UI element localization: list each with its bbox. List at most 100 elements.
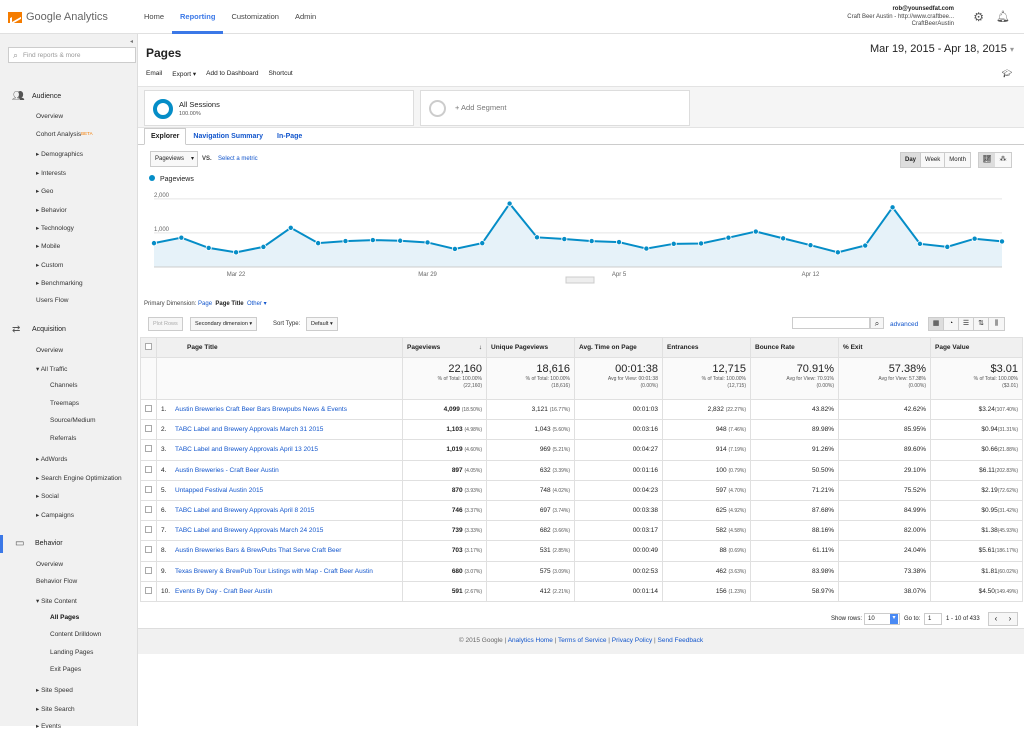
nav-treemaps[interactable]: Treemaps — [50, 400, 80, 407]
dimension-page-title[interactable]: Page Title — [215, 301, 244, 307]
sort-type-select[interactable]: Default ▾ — [306, 317, 338, 331]
period-month-button[interactable]: Month — [945, 153, 970, 167]
nav-all-pages[interactable]: All Pages — [50, 614, 80, 621]
shortcut-button[interactable]: Shortcut — [268, 70, 293, 77]
nav-events[interactable]: ▸ Events — [36, 723, 61, 730]
show-rows-select[interactable]: 10 — [864, 613, 900, 625]
prev-page-icon[interactable]: ‹ — [989, 613, 1003, 625]
nav-custom[interactable]: ▸ Custom — [36, 262, 64, 269]
add-segment-button[interactable]: + Add Segment — [420, 90, 690, 126]
nav-source-medium[interactable]: Source/Medium — [50, 417, 96, 424]
nav-campaigns[interactable]: ▸ Campaigns — [36, 512, 74, 519]
page-title-link[interactable]: TABC Label and Brewery Approvals March 3… — [175, 426, 324, 434]
nav-cohort-analysis[interactable]: Cohort AnalysisBETA — [36, 131, 93, 138]
page-title-link[interactable]: TABC Label and Brewery Approvals April 1… — [175, 446, 318, 454]
page-title-link[interactable]: TABC Label and Brewery Approvals March 2… — [175, 527, 324, 535]
table-row[interactable]: 7. TABC Label and Brewery Approvals March… — [140, 520, 1023, 542]
nav-mobile[interactable]: ▸ Mobile — [36, 243, 61, 250]
gear-icon[interactable]: ⚙ — [973, 10, 984, 24]
nav-behavior-audience[interactable]: ▸ Behavior — [36, 207, 67, 214]
col-avg-time[interactable]: Avg. Time on Page — [574, 337, 663, 358]
analytics-home-link[interactable]: Analytics Home — [507, 637, 553, 644]
section-behavior[interactable]: ▭ Behavior — [0, 535, 138, 553]
page-title-link[interactable]: Austin Breweries Craft Beer Bars Brewpub… — [175, 406, 347, 414]
account-selector[interactable]: rob@younsedfat.com Craft Beer Austin - h… — [847, 6, 954, 29]
section-acquisition[interactable]: ⇄ Acquisition — [0, 321, 138, 339]
nav-adwords[interactable]: ▸ AdWords — [36, 456, 68, 463]
nav-site-speed[interactable]: ▸ Site Speed — [36, 687, 73, 694]
row-checkbox[interactable] — [140, 439, 157, 461]
col-page-value[interactable]: Page Value — [930, 337, 1023, 358]
period-day-button[interactable]: Day — [901, 153, 922, 167]
nav-reporting[interactable]: Reporting — [172, 0, 224, 34]
page-title-link[interactable]: TABC Label and Brewery Approvals April 8… — [175, 507, 315, 515]
line-chart-icon[interactable]: 📈︎ — [979, 153, 995, 167]
plot-rows-button[interactable]: Plot Rows — [148, 317, 183, 331]
table-row[interactable]: 10. Events By Day - Craft Beer Austin 591 … — [140, 580, 1023, 602]
table-search-input[interactable] — [792, 317, 870, 329]
nav-seo[interactable]: ▸ Search Engine Optimization — [36, 475, 122, 482]
table-row[interactable]: 1. Austin Breweries Craft Beer Bars Brewp… — [140, 398, 1023, 421]
terms-link[interactable]: Terms of Service — [558, 637, 607, 644]
nav-users-flow[interactable]: Users Flow — [36, 297, 69, 304]
google-analytics-logo[interactable]: Google Analytics — [8, 11, 108, 23]
select-metric-link[interactable]: Select a metric — [218, 156, 258, 162]
add-to-dashboard-button[interactable]: Add to Dashboard — [206, 70, 259, 77]
table-row[interactable]: 6. TABC Label and Brewery Approvals April… — [140, 499, 1023, 522]
nav-technology[interactable]: ▸ Technology — [36, 225, 74, 232]
row-checkbox[interactable] — [140, 560, 157, 582]
metric-select[interactable]: Pageviews — [150, 151, 198, 167]
segment-all-sessions[interactable]: All Sessions 100.00% — [144, 90, 414, 126]
row-checkbox[interactable] — [140, 479, 157, 501]
nav-geo[interactable]: ▸ Geo — [36, 188, 54, 195]
table-row[interactable]: 5. Untapped Festival Austin 2015 870 (3.93… — [140, 479, 1023, 501]
period-week-button[interactable]: Week — [921, 153, 946, 167]
page-title-link[interactable]: Austin Breweries Bars & BrewPubs That Se… — [175, 547, 342, 555]
page-title-link[interactable]: Untapped Festival Austin 2015 — [175, 486, 264, 494]
feedback-link[interactable]: Send Feedback — [657, 637, 704, 644]
nav-referrals[interactable]: Referrals — [50, 435, 77, 442]
education-hat-icon[interactable]: 🎓︎ — [1001, 69, 1012, 78]
nav-behavior-flow[interactable]: Behavior Flow — [36, 578, 78, 585]
pie-chart-icon[interactable]: ◔ — [944, 318, 959, 330]
nav-audience-overview[interactable]: Overview — [36, 113, 64, 120]
dimension-other-link[interactable]: Other ▾ — [246, 301, 267, 307]
nav-social[interactable]: ▸ Social — [36, 493, 59, 500]
row-checkbox[interactable] — [140, 520, 157, 542]
table-row[interactable]: 3. TABC Label and Brewery Approvals April… — [140, 439, 1023, 461]
section-audience[interactable]: 👥︎ Audience — [0, 88, 138, 106]
email-button[interactable]: Email — [146, 70, 163, 77]
secondary-dimension-select[interactable]: Secondary dimension ▾ — [190, 317, 258, 331]
date-range-picker[interactable]: Mar 19, 2015 - Apr 18, 2015 ▾ — [870, 43, 1014, 55]
col-bounce-rate[interactable]: Bounce Rate — [750, 337, 839, 358]
nav-admin[interactable]: Admin — [294, 12, 317, 21]
dimension-page-link[interactable]: Page — [198, 301, 213, 307]
row-checkbox[interactable] — [140, 499, 157, 522]
table-row[interactable]: 8. Austin Breweries Bars & BrewPubs That … — [140, 540, 1023, 562]
search-icon[interactable]: ⌕ — [870, 317, 884, 329]
tab-explorer[interactable]: Explorer — [144, 128, 187, 145]
data-table-icon[interactable]: ▦ — [929, 318, 944, 330]
nav-channels[interactable]: Channels — [50, 382, 78, 389]
collapse-sidebar-icon[interactable]: ◂ — [130, 39, 134, 45]
nav-acq-overview[interactable]: Overview — [36, 347, 64, 354]
page-title-link[interactable]: Austin Breweries - Craft Beer Austin — [175, 466, 279, 474]
nav-home[interactable]: Home — [144, 12, 165, 21]
tab-navigation-summary[interactable]: Navigation Summary — [193, 133, 264, 140]
col-page-title[interactable]: Page Title — [156, 337, 403, 358]
nav-site-content[interactable]: ▾ Site Content — [36, 598, 77, 605]
nav-landing-pages[interactable]: Landing Pages — [50, 649, 94, 656]
nav-site-search[interactable]: ▸ Site Search — [36, 706, 75, 713]
col-unique-pageviews[interactable]: Unique Pageviews — [486, 337, 575, 358]
search-reports-input[interactable]: Find reports & more — [8, 47, 136, 63]
nav-behavior-overview[interactable]: Overview — [36, 561, 64, 568]
goto-input[interactable]: 1 — [924, 613, 942, 625]
next-page-icon[interactable]: › — [1003, 613, 1017, 625]
term-cloud-icon[interactable]: ⫼ — [989, 318, 1004, 330]
nav-benchmarking[interactable]: ▸ Benchmarking — [36, 280, 83, 287]
export-button[interactable]: Export ▾ — [172, 71, 197, 78]
row-checkbox[interactable] — [140, 419, 157, 441]
nav-demographics[interactable]: ▸ Demographics — [36, 151, 83, 158]
nav-content-drilldown[interactable]: Content Drilldown — [50, 631, 102, 638]
col-pageviews[interactable]: Pageviews ↓ — [402, 337, 487, 358]
